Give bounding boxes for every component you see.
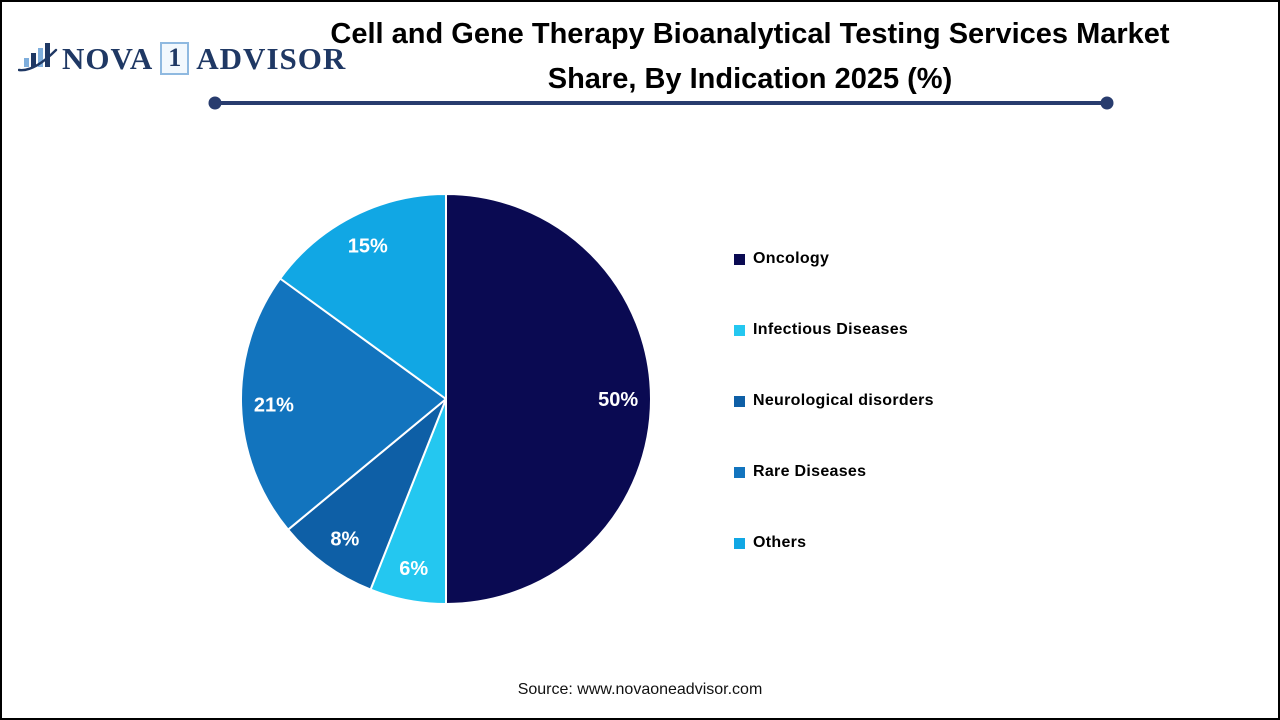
pie-value-label-infectious-diseases: 6% <box>399 558 428 580</box>
legend-item-others: Others <box>734 532 934 554</box>
legend-label-neurological-disorders: Neurological disorders <box>753 392 934 409</box>
legend-swatch-neurological-disorders <box>734 395 745 407</box>
pie-chart: 50% 6% 8% 21% 15% <box>239 192 653 611</box>
legend-label-rare-diseases: Rare Diseases <box>753 463 867 480</box>
brand-one-badge: 1 <box>160 41 190 75</box>
pie-slice-neurological-disorders <box>287 398 447 591</box>
legend-item-neurological-disorders: Neurological disorders <box>734 390 934 412</box>
chart-title-line1: Cell and Gene Therapy Bioanalytical Test… <box>330 18 1170 50</box>
source-text: Source: www.novaoneadvisor.com <box>517 681 763 698</box>
brand-name-nova: NOVA <box>62 40 154 76</box>
legend-swatch-oncology <box>734 253 745 265</box>
pie-value-label-oncology: 50% <box>598 389 638 411</box>
legend-item-oncology: Oncology <box>734 248 934 270</box>
pie-value-label-neurological-disorders: 8% <box>330 528 359 550</box>
legend-label-infectious-diseases: Infectious Diseases <box>753 321 909 338</box>
chart-title: Cell and Gene Therapy Bioanalytical Test… <box>218 12 1278 102</box>
legend: Oncology Infectious Diseases Neurologica… <box>734 248 934 603</box>
pie-chart-svg: 50% 6% 8% 21% 15% <box>239 193 652 605</box>
logo-bars-icon <box>18 43 58 72</box>
pie-slice-others <box>279 193 447 400</box>
chart-title-line2: Share, By Indication 2025 (%) <box>547 63 953 95</box>
brand-name-advisor: ADVISOR <box>196 40 347 76</box>
legend-swatch-rare-diseases <box>734 466 745 478</box>
brand-logo: NOVA 1 ADVISOR <box>18 38 346 78</box>
title-divider <box>208 96 1114 110</box>
pie-slice-rare-diseases <box>239 277 447 531</box>
divider-right-dot <box>1100 96 1114 110</box>
legend-label-others: Others <box>753 534 807 551</box>
legend-item-rare-diseases: Rare Diseases <box>734 461 934 483</box>
legend-label-oncology: Oncology <box>753 250 830 267</box>
legend-swatch-others <box>734 537 745 549</box>
legend-item-infectious-diseases: Infectious Diseases <box>734 319 934 341</box>
pie-slice-oncology <box>445 193 652 605</box>
pie-value-label-rare-diseases: 21% <box>254 394 294 416</box>
pie-value-label-others: 15% <box>348 236 388 258</box>
divider-left-dot <box>208 96 222 110</box>
legend-swatch-infectious-diseases <box>734 324 745 336</box>
